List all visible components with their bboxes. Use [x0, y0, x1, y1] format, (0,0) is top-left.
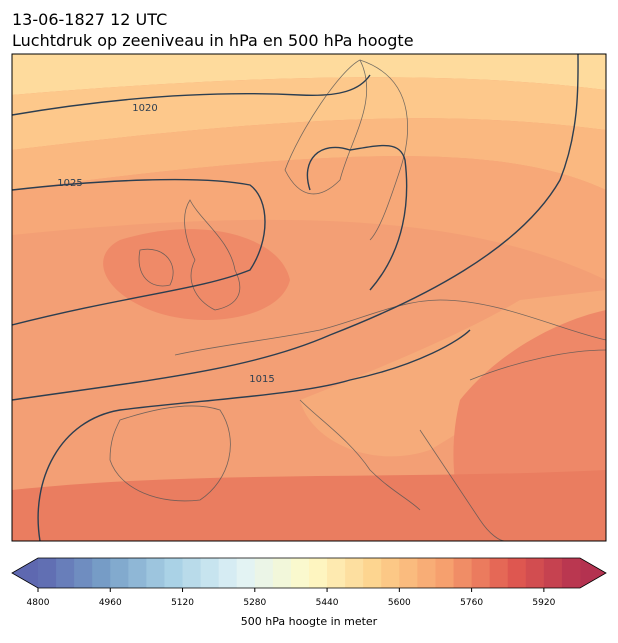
- colorbar-bin: [525, 558, 545, 588]
- colorbar-label: 500 hPa hoogte in meter: [241, 615, 378, 628]
- colorbar-bin: [399, 558, 418, 588]
- map: 1020 1025 1015: [11, 53, 607, 542]
- colorbar-bin: [110, 558, 129, 588]
- colorbar-bin: [381, 558, 400, 588]
- colorbar-tick-label: 4960: [99, 598, 122, 608]
- band: [103, 229, 290, 320]
- colorbar-bin: [272, 558, 292, 588]
- colorbar-tick-label: 5280: [243, 598, 266, 608]
- isobar: [12, 54, 579, 541]
- colorbar-bin: [182, 558, 202, 588]
- colorbar-bin: [309, 558, 328, 588]
- colorbar-tick-label: 5440: [316, 598, 339, 608]
- colorbar-bin: [200, 558, 220, 588]
- band: [12, 470, 606, 541]
- band: [12, 54, 606, 95]
- colorbar-bin: [290, 558, 310, 588]
- colorbar-bin: [218, 558, 238, 588]
- colorbar-bin: [453, 558, 473, 588]
- colorbar-bin: [489, 558, 509, 588]
- colorbar-bin: [543, 558, 563, 588]
- colorbar-bin: [363, 558, 382, 588]
- colorbar-tick-label: 5600: [388, 598, 411, 608]
- colorbar-bin: [345, 558, 364, 588]
- colorbar-bin: [417, 558, 436, 588]
- colorbar-frame: [11, 557, 607, 589]
- colorbar-bin: [128, 558, 147, 588]
- contour-label: 1015: [249, 374, 274, 385]
- coastline: [109, 59, 606, 541]
- colorbar-tick-label: 5120: [171, 598, 194, 608]
- colorbar-tick-label: 5760: [460, 598, 483, 608]
- colorbar-bin: [74, 558, 93, 588]
- colorbar-bin: [254, 558, 274, 588]
- colorbar: 4800 4960 5120 5280 5440 5600 5760 5920: [11, 557, 607, 608]
- colorbar-tick-label: 4800: [27, 598, 50, 608]
- colorbar-tick-label: 5920: [532, 598, 555, 608]
- band: [12, 156, 606, 280]
- colorbar-bin: [146, 558, 165, 588]
- colorbar-bin: [507, 558, 527, 588]
- colorbar-extend-high: [580, 558, 606, 588]
- contour-label: 1025: [57, 178, 82, 189]
- map-frame: [11, 53, 607, 542]
- band: [300, 290, 606, 457]
- colorbar-bin: [435, 558, 455, 588]
- colorbar-bin: [471, 558, 491, 588]
- colorbar-bin: [56, 558, 75, 588]
- band: [12, 118, 606, 190]
- colorbar-bin: [164, 558, 184, 588]
- date-title: 13-06-1827 12 UTC: [12, 10, 167, 29]
- map-title: Luchtdruk op zeeniveau in hPa en 500 hPa…: [12, 31, 414, 50]
- colorbar-bin: [236, 558, 256, 588]
- colorbar-extend-low: [12, 558, 38, 588]
- colorbar-bin: [327, 558, 346, 588]
- colorbar-bin: [92, 558, 111, 588]
- colorbar-bin: [561, 558, 581, 588]
- band: [12, 77, 606, 150]
- contour-label: 1020: [132, 103, 157, 114]
- colorbar-bin: [38, 558, 57, 588]
